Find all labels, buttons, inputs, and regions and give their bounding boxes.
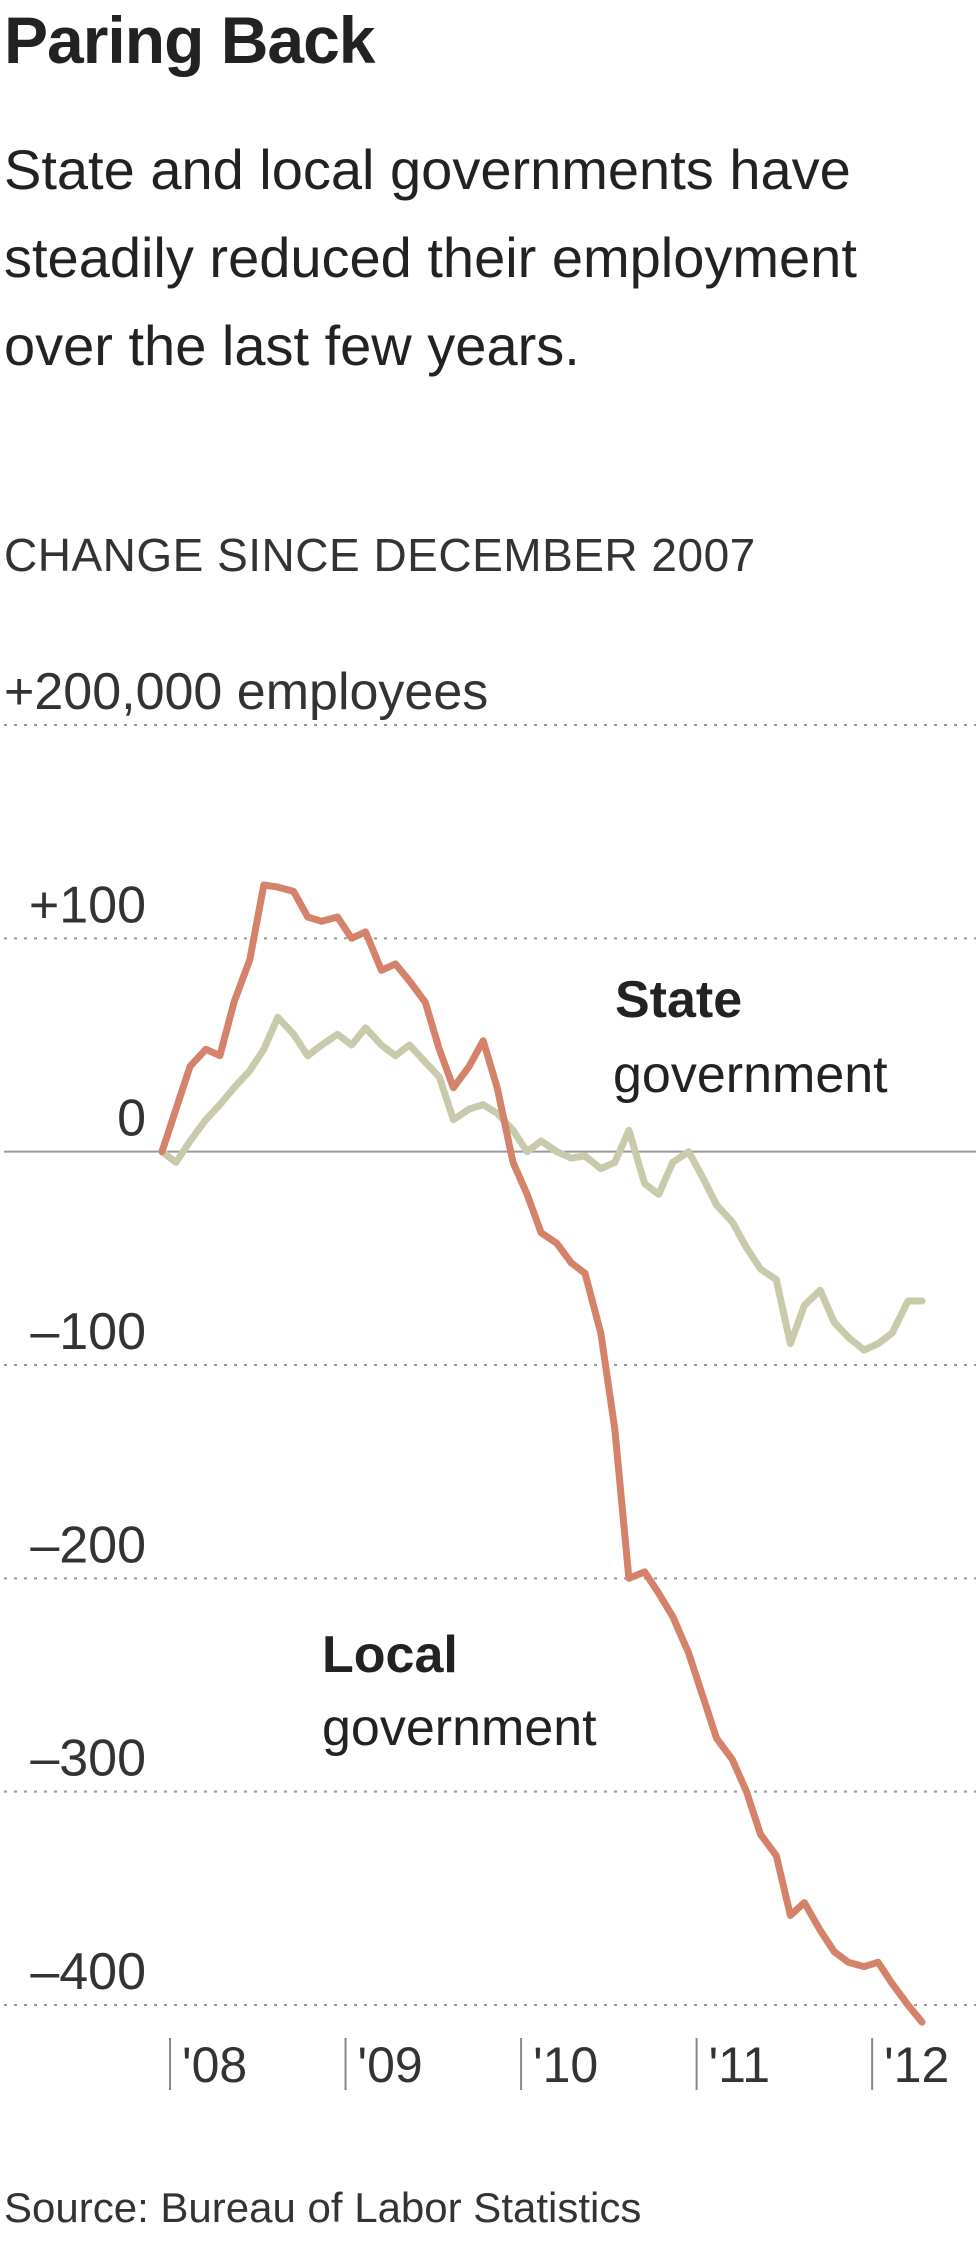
x-tick-label: '12 bbox=[884, 2037, 949, 2093]
x-tick-label: '10 bbox=[533, 2037, 598, 2093]
local-government-line bbox=[158, 881, 926, 2026]
line-chart: +200,000 employees+1000–100–200–300–400 … bbox=[4, 663, 976, 2093]
y-tick-label: –100 bbox=[30, 1303, 146, 1361]
y-tick-label: –300 bbox=[30, 1730, 146, 1788]
x-tick-label: '08 bbox=[182, 2037, 247, 2093]
state-government-line bbox=[158, 1013, 926, 1354]
chart-kicker: CHANGE SINCE DECEMBER 2007 bbox=[4, 529, 756, 581]
y-tick-label: 0 bbox=[117, 1090, 146, 1148]
local-annotation-normal: government bbox=[322, 1699, 597, 1757]
grid-layer bbox=[4, 724, 976, 2006]
chart-title: Paring Back bbox=[4, 3, 375, 77]
y-tick-label: –400 bbox=[30, 1943, 146, 2001]
y-tick-label: +100 bbox=[29, 876, 146, 934]
state-annotation-bold: State bbox=[615, 971, 742, 1029]
local-annotation-bold: Local bbox=[322, 1626, 458, 1684]
y-tick-label: –200 bbox=[30, 1516, 146, 1574]
series-layer bbox=[158, 881, 926, 2026]
y-tick-label: +200,000 employees bbox=[4, 663, 488, 721]
annotation-layer: State government Local government bbox=[322, 971, 888, 1757]
chart-subtitle: State and local governments have steadil… bbox=[4, 138, 857, 377]
chart-source: Source: Bureau of Labor Statistics bbox=[4, 2184, 642, 2231]
x-ticks: '08 '09 '10 '11 '12 bbox=[169, 2037, 949, 2093]
y-tick-labels: +200,000 employees +100 0 –100 –200 –300 –400 bbox=[4, 663, 488, 2001]
x-tick-label: '09 bbox=[358, 2037, 423, 2093]
x-tick-label: '11 bbox=[709, 2037, 770, 2093]
state-annotation-normal: government bbox=[613, 1046, 888, 1104]
